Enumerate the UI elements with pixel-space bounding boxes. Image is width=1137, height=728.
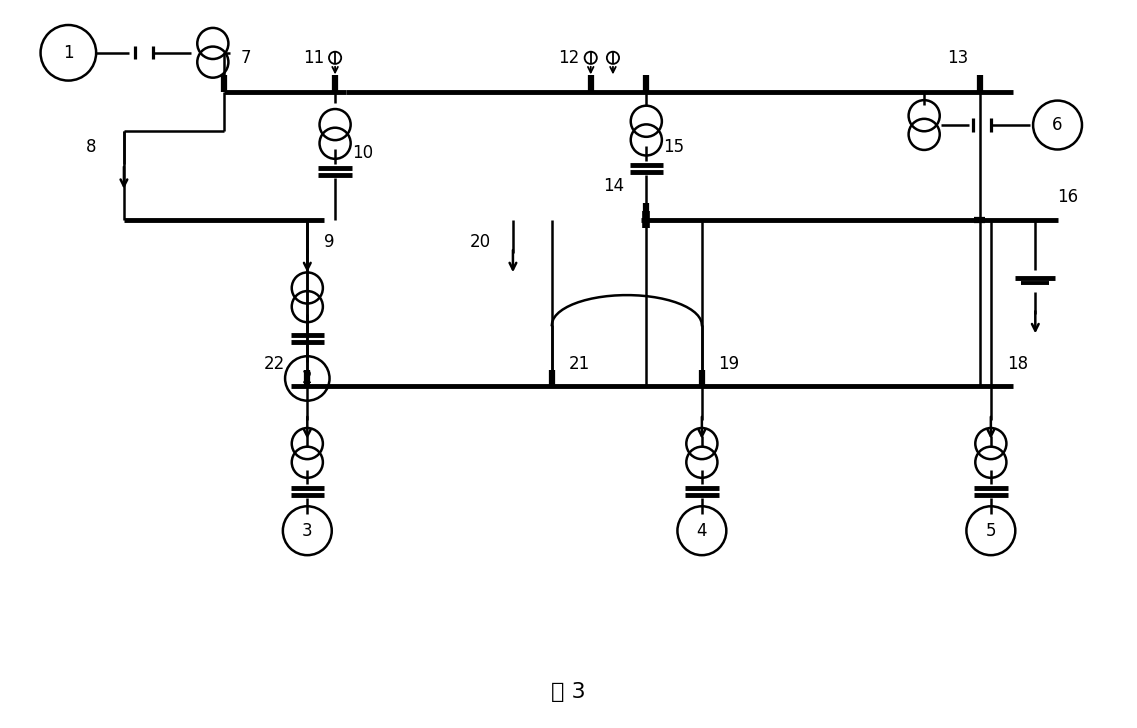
Text: 13: 13 <box>947 50 969 68</box>
Text: 10: 10 <box>351 144 373 162</box>
Text: 16: 16 <box>1057 189 1079 206</box>
Text: 6: 6 <box>1052 116 1063 134</box>
Text: 5: 5 <box>986 522 996 539</box>
Text: 12: 12 <box>558 50 580 68</box>
Text: 20: 20 <box>470 233 491 250</box>
Text: 3: 3 <box>302 522 313 539</box>
Text: 7: 7 <box>241 50 251 68</box>
Text: 4: 4 <box>697 522 707 539</box>
Text: 2: 2 <box>302 369 313 387</box>
Text: 22: 22 <box>264 355 285 373</box>
Text: 11: 11 <box>302 50 324 68</box>
Text: 8: 8 <box>85 138 97 157</box>
Text: 15: 15 <box>663 138 684 157</box>
Text: 1: 1 <box>63 44 74 62</box>
Text: 18: 18 <box>1007 355 1029 373</box>
Text: 14: 14 <box>603 177 624 195</box>
Text: 图 3: 图 3 <box>551 682 586 702</box>
Text: 21: 21 <box>568 355 590 373</box>
Text: 9: 9 <box>324 233 334 250</box>
Text: 19: 19 <box>719 355 740 373</box>
